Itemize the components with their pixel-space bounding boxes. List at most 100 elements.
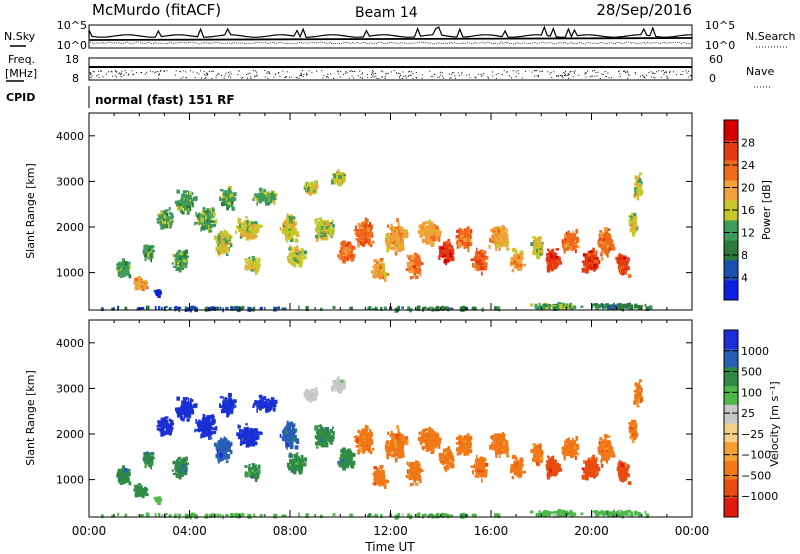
power-cell	[481, 257, 486, 263]
power-cell	[378, 259, 381, 265]
power-cell	[243, 226, 247, 231]
nave-dot	[534, 75, 536, 77]
power-cell	[236, 225, 240, 230]
power-cell	[393, 230, 396, 233]
nave-dot	[303, 74, 305, 76]
nave-dot	[321, 70, 323, 72]
power-cell	[204, 210, 209, 213]
nave-dot	[648, 72, 650, 74]
power-cell	[443, 250, 447, 255]
nave-dot	[158, 73, 160, 75]
power-cell	[429, 232, 434, 236]
power-cell	[408, 262, 410, 267]
nave-dot	[382, 71, 384, 73]
power-cell	[202, 223, 206, 226]
power-cell	[217, 235, 221, 240]
nave-dot	[408, 71, 410, 73]
power-cell	[608, 249, 611, 253]
power-cell	[500, 227, 503, 231]
power-cell	[342, 246, 344, 251]
noise-tick-right-top: 10^5	[705, 19, 735, 32]
power-cell	[220, 202, 225, 207]
freq-tick-bottom: 8	[72, 72, 79, 85]
power-cell	[429, 225, 432, 229]
power-cell	[506, 247, 509, 251]
power-cell	[532, 250, 535, 255]
power-cell	[318, 229, 321, 235]
nave-dot	[380, 70, 382, 72]
nave-dot	[602, 73, 604, 75]
power-cell	[564, 240, 567, 245]
power-cell	[372, 265, 375, 269]
nave-dot	[386, 73, 388, 75]
nave-dot	[89, 72, 91, 74]
power-cell	[346, 254, 350, 258]
power-cell	[363, 233, 367, 239]
power-cell	[239, 235, 242, 239]
power-cell	[126, 261, 131, 265]
nave-dot	[561, 74, 563, 76]
power-cell	[372, 240, 375, 244]
power-cell	[227, 197, 230, 202]
power-cell	[575, 245, 580, 249]
power-cell	[208, 229, 213, 233]
nave-dot	[690, 75, 692, 77]
power-cell	[367, 243, 371, 246]
nave-dot	[323, 75, 325, 77]
nave-dot	[175, 74, 177, 76]
nave-dot	[357, 75, 359, 77]
nave-dot	[531, 71, 533, 73]
power-cell	[269, 195, 274, 199]
nave-dot	[597, 71, 599, 73]
power-cell	[121, 265, 125, 269]
power-cell	[288, 235, 292, 241]
power-cell	[364, 218, 369, 223]
power-cell	[535, 254, 539, 259]
power-cell	[619, 254, 623, 258]
power-cell	[218, 239, 222, 243]
nave-dot	[410, 74, 412, 76]
power-cell	[143, 279, 147, 282]
nave-dot	[277, 72, 279, 74]
nave-dot	[623, 70, 625, 72]
power-cell	[420, 227, 423, 231]
power-cell	[215, 238, 219, 243]
power-cell	[574, 249, 577, 254]
power-cell	[447, 256, 450, 262]
power-cell	[379, 258, 384, 262]
nave-dot	[564, 75, 566, 77]
nave-dot	[90, 72, 92, 74]
power-cell	[235, 230, 237, 235]
power-cell	[497, 228, 500, 232]
power-cell	[295, 234, 300, 237]
power-cell	[174, 200, 179, 205]
power-cell	[180, 197, 184, 203]
power-cell	[398, 245, 402, 250]
power-cell	[384, 277, 387, 283]
power-cell	[252, 263, 257, 266]
power-cell	[194, 221, 196, 226]
power-cell	[163, 214, 166, 219]
power-cell	[493, 226, 498, 230]
nave-dot	[443, 77, 445, 79]
nave-dot	[482, 74, 484, 76]
nave-dot	[206, 72, 208, 74]
power-cell	[248, 220, 251, 224]
power-cell	[255, 264, 260, 269]
nave-dot	[367, 76, 369, 78]
power-cell	[606, 232, 609, 236]
power-cell	[564, 233, 566, 237]
power-cell	[619, 268, 622, 271]
nave-dot	[268, 71, 270, 73]
power-cell	[549, 253, 553, 256]
power-cell	[246, 219, 249, 225]
power-cell	[247, 235, 251, 240]
nave-dot	[385, 73, 387, 75]
power-cell	[221, 238, 226, 241]
nave-dot	[663, 73, 665, 75]
nave-dot	[421, 74, 423, 76]
power-cell	[323, 225, 326, 230]
power-cell	[510, 260, 514, 265]
nave-dot	[568, 74, 570, 76]
power-cell	[405, 233, 409, 239]
